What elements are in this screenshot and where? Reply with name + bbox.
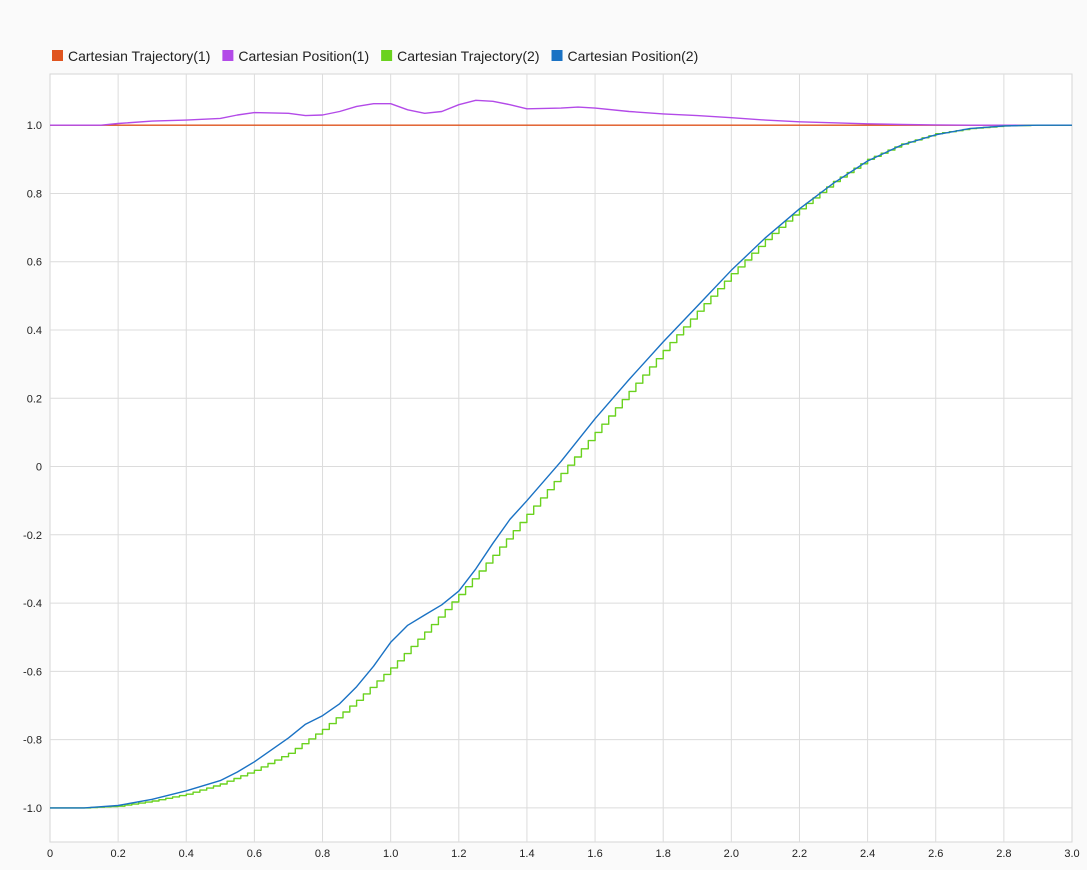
y-tick-label: 0.4 <box>27 325 42 337</box>
x-tick-label: 0.6 <box>247 848 262 860</box>
x-tick-label: 2.0 <box>724 848 739 860</box>
x-tick-label: 1.4 <box>519 848 534 860</box>
x-tick-label: 1.2 <box>451 848 466 860</box>
plot-area <box>49 73 1073 843</box>
x-tick-label: 1.0 <box>383 848 398 860</box>
y-tick-label: -1.0 <box>23 803 42 815</box>
legend-swatch <box>222 50 234 61</box>
y-tick-label: 0.8 <box>27 188 42 200</box>
y-tick-label: -0.2 <box>23 530 42 542</box>
x-tick-label: 0.4 <box>179 848 194 860</box>
legend-label: Cartesian Trajectory(1) <box>68 48 210 64</box>
legend-label: Cartesian Position(2) <box>568 48 699 64</box>
x-tick-label: 1.8 <box>656 848 671 860</box>
legend-swatch <box>551 50 563 61</box>
series-line-3 <box>50 124 1072 809</box>
series-line-4 <box>50 124 1072 809</box>
x-tick-label: 2.6 <box>928 848 943 860</box>
x-tick-label: 2.4 <box>860 848 875 860</box>
x-tick-label: 0.8 <box>315 848 330 860</box>
legend-item-1[interactable]: Cartesian Trajectory(1) <box>52 48 210 64</box>
legend-label: Cartesian Trajectory(2) <box>397 48 539 64</box>
legend-swatch <box>381 50 393 61</box>
x-tick-label: 3.0 <box>1064 848 1079 860</box>
series-line-2 <box>50 99 1072 126</box>
x-tick-label: 1.6 <box>587 848 602 860</box>
legend-label: Cartesian Position(1) <box>238 48 369 64</box>
legend-item-3[interactable]: Cartesian Trajectory(2) <box>381 48 540 64</box>
y-tick-label: 1.0 <box>27 120 42 132</box>
y-tick-label: -0.8 <box>23 735 42 747</box>
legend-item-4[interactable]: Cartesian Position(2) <box>551 48 699 64</box>
y-tick-label: -0.4 <box>23 598 42 610</box>
y-tick-label: 0.6 <box>27 257 42 269</box>
legend-item-2[interactable]: Cartesian Position(1) <box>222 48 369 64</box>
y-tick-label: 0.2 <box>27 393 42 405</box>
grid-lines <box>50 74 1072 842</box>
legend-swatch <box>52 50 63 61</box>
x-tick-label: 0.2 <box>110 848 125 860</box>
y-tick-label: -0.6 <box>23 666 42 678</box>
x-tick-label: 0 <box>47 848 53 860</box>
series-lines <box>50 99 1072 809</box>
y-tick-label: 0 <box>36 462 42 474</box>
x-tick-label: 2.2 <box>792 848 807 860</box>
x-tick-label: 2.8 <box>996 848 1011 860</box>
legend[interactable]: Cartesian Trajectory(1) Cartesian Positio… <box>52 48 698 64</box>
axis-tick-labels: 0 0.2 0.4 0.6 0.8 1.0 1.2 1.4 1.6 1.8 2.0 2.2 2.4 2.6… <box>23 120 1080 860</box>
